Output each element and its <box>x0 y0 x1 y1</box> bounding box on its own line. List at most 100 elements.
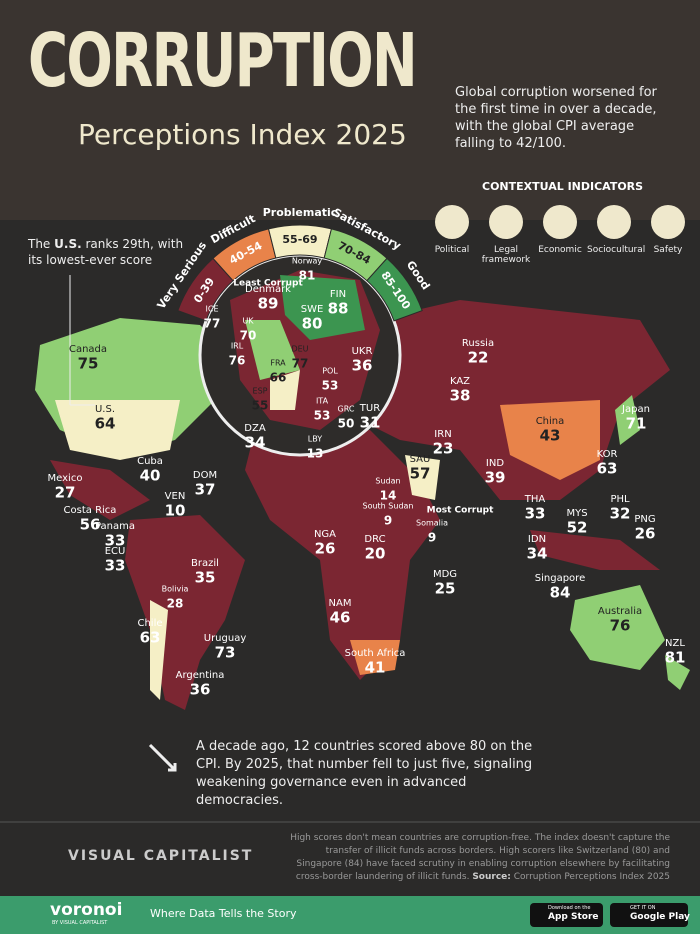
indicator: Sociocultural <box>587 205 645 255</box>
australia <box>570 585 665 670</box>
country-name: MYS <box>566 508 587 519</box>
indonesia <box>530 530 660 570</box>
tagline: Where Data Tells the Story <box>150 907 297 920</box>
country-score: 70 <box>240 329 257 343</box>
country-score: 14 <box>380 489 397 503</box>
indicators-title: CONTEXTUAL INDICATORS <box>482 180 644 193</box>
country-name: ICE <box>206 305 219 314</box>
country-score: 36 <box>190 681 211 699</box>
country-score: 39 <box>485 469 506 487</box>
country-score: 73 <box>215 644 236 662</box>
country-name: Chile <box>137 618 162 629</box>
country-score: 81 <box>299 269 316 283</box>
country-name: SWE <box>301 304 324 315</box>
country-score: 80 <box>302 315 323 333</box>
africa <box>245 430 440 680</box>
country-score: 26 <box>315 540 336 558</box>
country-score: 40 <box>140 467 161 485</box>
country-name: Somalia <box>416 519 448 528</box>
country-name: South Sudan <box>363 502 414 511</box>
country-name: Cuba <box>137 456 163 467</box>
app-store-button[interactable] <box>530 903 603 927</box>
country-score: 57 <box>410 465 431 483</box>
us-note-text: ranks 29th, with its lowest-ever score <box>28 237 184 267</box>
country-name: DEU <box>291 345 308 354</box>
logo-sub: BY VISUAL CAPITALIST <box>52 920 108 926</box>
country-name: Sudan <box>375 477 400 486</box>
country-name: FRA <box>270 359 286 368</box>
saudi <box>405 455 440 500</box>
country-name: UKR <box>352 346 373 357</box>
indicator: Economic <box>533 205 587 255</box>
country-name: PHL <box>610 494 630 505</box>
disclaimer-text: High scores don't mean countries are cor… <box>290 833 670 882</box>
indicator-icon <box>543 205 577 239</box>
title: CORRUPTION <box>28 18 418 104</box>
country-score: 20 <box>365 545 386 563</box>
country-score: 23 <box>433 440 454 458</box>
us-note: The U.S. ranks 29th, with its lowest-eve… <box>28 236 188 268</box>
country-score: 63 <box>140 629 161 647</box>
country-score: 43 <box>540 427 561 445</box>
country-name: MDG <box>433 569 457 580</box>
country-score: 52 <box>567 519 588 537</box>
nordics <box>280 275 365 340</box>
china <box>500 400 600 480</box>
country-score: 26 <box>635 525 656 543</box>
indicator-label: Safety <box>653 245 683 255</box>
country-score: 37 <box>195 481 216 499</box>
annotation: Least Corrupt <box>233 279 303 289</box>
country-score: 53 <box>314 409 331 423</box>
country-score: 66 <box>270 371 287 385</box>
country-name: ITA <box>316 397 329 406</box>
app-small: Download on the <box>548 905 591 911</box>
country-score: 50 <box>338 417 355 431</box>
google-play-button[interactable] <box>610 903 688 927</box>
country-name: NAM <box>329 598 352 609</box>
country-score: 56 <box>80 516 101 534</box>
country-name: NGA <box>314 529 336 540</box>
country-score: 89 <box>258 295 279 313</box>
country-score: 75 <box>78 355 99 373</box>
west-europe <box>245 320 300 380</box>
logo: voronoi <box>50 900 123 920</box>
legend-segment <box>366 257 423 322</box>
country-score: 53 <box>322 379 339 393</box>
country-name: China <box>536 416 565 427</box>
country-name: Uruguay <box>204 633 247 644</box>
country-score: 76 <box>610 617 631 635</box>
indicator-label: Economic <box>538 245 582 255</box>
iberia <box>270 370 300 410</box>
country-score: 31 <box>360 414 381 432</box>
country-name: SAU <box>410 454 431 465</box>
new-zealand <box>665 655 690 690</box>
south-africa <box>350 640 400 675</box>
country-score: 28 <box>167 597 184 611</box>
indicator-icon <box>489 205 523 239</box>
country-name: Costa Rica <box>64 505 117 516</box>
country-name: DZA <box>244 423 266 434</box>
country-name: Singapore <box>535 573 585 584</box>
indicator-label: Political <box>434 245 470 255</box>
country-name: ECU <box>105 546 126 557</box>
indicator-icon <box>435 205 469 239</box>
south-america <box>125 515 245 710</box>
country-name: South Africa <box>345 648 406 659</box>
country-score: 32 <box>610 505 631 523</box>
source-label: Source: <box>472 872 511 882</box>
country-score: 35 <box>195 569 216 587</box>
annotation: Most Corrupt <box>427 506 494 516</box>
country-name: GRC <box>338 405 355 414</box>
country-score: 71 <box>626 415 647 433</box>
country-score: 63 <box>597 460 618 478</box>
country-name: KOR <box>597 449 618 460</box>
country-score: 22 <box>468 349 489 367</box>
brand: VISUAL CAPITALIST <box>68 848 254 864</box>
country-score: 77 <box>204 317 221 331</box>
country-score: 46 <box>330 609 351 627</box>
country-name: THA <box>524 494 546 505</box>
country-name: Norway <box>292 257 323 266</box>
play: Google Play <box>630 912 690 922</box>
legend-name: Problematic <box>263 206 338 219</box>
legend-range: 55-69 <box>282 233 317 246</box>
